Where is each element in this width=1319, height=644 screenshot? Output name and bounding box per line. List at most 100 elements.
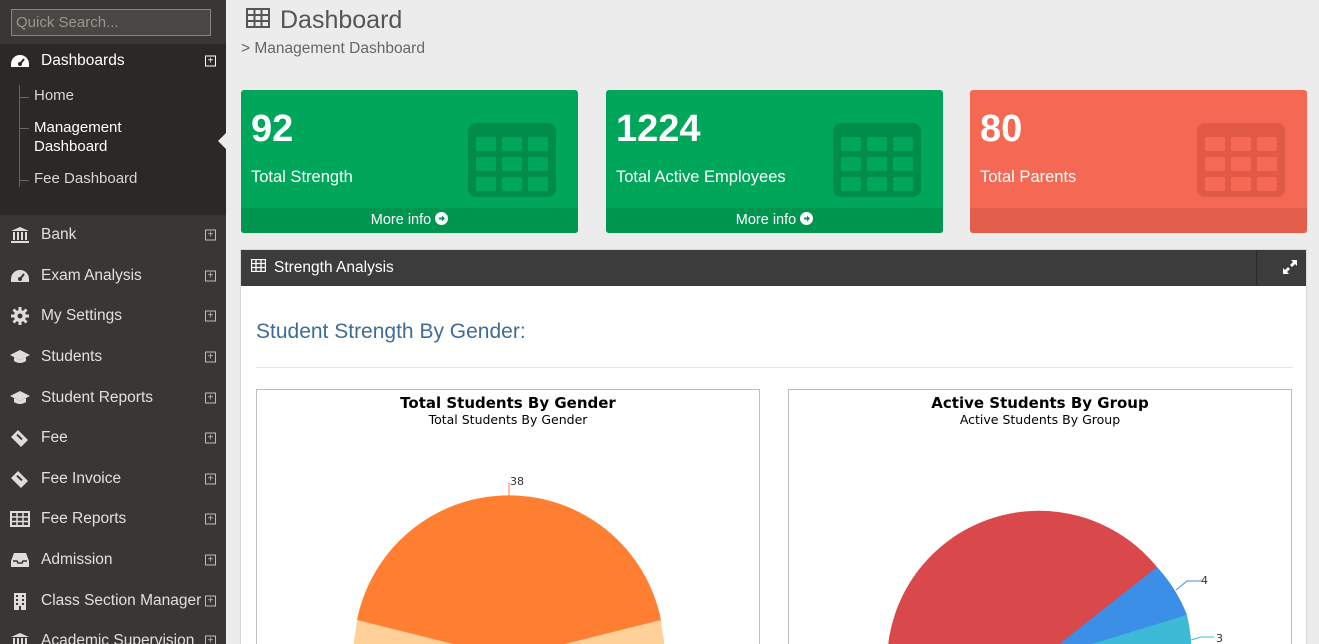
sidebar-item-admission[interactable]: Admission + [0, 540, 226, 581]
expand-icon[interactable]: + [205, 229, 216, 241]
stat-card-total-strength: 92 Total Strength More info [241, 90, 578, 233]
panel-header: Strength Analysis [241, 250, 1306, 286]
sidebar-item-label: Fee Reports [41, 510, 127, 528]
chart-total-students-by-gender: Total Students By Gender Total Students … [256, 389, 760, 644]
more-info-link[interactable]: More info [241, 208, 578, 233]
stat-value: 80 [980, 108, 1023, 150]
expand-icon[interactable]: + [205, 310, 216, 322]
pie-label-38: 38 [510, 475, 524, 488]
table-icon [833, 123, 921, 197]
sidebar-item-label: My Settings [41, 307, 122, 325]
table-icon [468, 123, 556, 197]
pie-label-3: 3 [1216, 632, 1223, 644]
sidebar-item-label: Fee [41, 429, 68, 447]
ticket-icon [9, 470, 31, 488]
strength-analysis-panel: Strength Analysis Student Strength By Ge… [240, 249, 1307, 644]
sidebar-item-student-reports[interactable]: Student Reports + [0, 377, 226, 418]
sidebar-item-label: Class Section Manager [41, 591, 202, 609]
sidebar-item-fee-reports[interactable]: Fee Reports + [0, 499, 226, 540]
expand-icon[interactable]: + [205, 55, 216, 66]
active-indicator [218, 133, 226, 149]
sidebar-item-my-settings[interactable]: My Settings + [0, 296, 226, 337]
more-info-link[interactable]: More info [606, 208, 943, 233]
pie-slice-lower [354, 620, 664, 644]
chart-subtitle: Total Students By Gender [428, 412, 588, 427]
sidebar-item-fee[interactable]: Fee + [0, 418, 226, 459]
sidebar-item-exam-analysis[interactable]: Exam Analysis + [0, 256, 226, 297]
main-content: Dashboard > Management Dashboard 92 Tota… [226, 0, 1319, 644]
bank-icon [9, 632, 31, 644]
sidebar-item-label: Student Reports [41, 388, 154, 406]
ticket-icon [9, 429, 31, 448]
table-icon [250, 258, 267, 277]
pie-slice-main [888, 510, 1157, 644]
arrow-circle-right-icon [435, 212, 449, 228]
expand-icon[interactable]: + [205, 554, 216, 566]
sidebar-item-label: Admission [41, 551, 113, 569]
page-header: Dashboard [246, 6, 402, 35]
breadcrumb: > Management Dashboard [241, 40, 425, 57]
sidebar-item-label: Dashboards [41, 51, 125, 69]
dashboard-icon [9, 267, 31, 285]
table-icon [1197, 123, 1285, 197]
sidebar-item-label: Bank [41, 226, 77, 244]
chart-subtitle: Active Students By Group [959, 412, 1121, 427]
stat-label: Total Strength [251, 168, 353, 186]
divider [256, 367, 1293, 368]
divider [1256, 250, 1257, 286]
gear-icon [9, 307, 31, 326]
expand-icon[interactable]: + [205, 270, 216, 282]
sidebar-item-students[interactable]: Students + [0, 337, 226, 378]
submenu-item-fee-dashboard[interactable]: Fee Dashboard [0, 170, 226, 187]
table-icon [246, 8, 270, 33]
sidebar-item-label: Academic Supervision [41, 632, 195, 644]
chart-title: Total Students By Gender [400, 394, 616, 412]
graduation-cap-icon [9, 389, 31, 407]
table-icon [9, 510, 31, 528]
graduation-cap-icon [9, 348, 31, 366]
sidebar-item-dashboards[interactable]: Dashboards + [0, 44, 226, 77]
expand-icon[interactable]: + [205, 473, 216, 485]
dashboard-icon [9, 52, 31, 70]
sidebar-item-label: Fee Invoice [41, 469, 122, 487]
submenu-item-management-dashboard[interactable]: Management Dashboard [0, 118, 122, 156]
pie-label-connector [1175, 580, 1202, 591]
section-title: Student Strength By Gender: [256, 320, 526, 343]
stat-value: 1224 [616, 108, 701, 150]
expand-icon[interactable]: + [205, 351, 216, 363]
quick-search-input[interactable] [11, 9, 211, 36]
expand-icon[interactable] [1282, 259, 1298, 280]
page-title: Dashboard [280, 6, 403, 34]
sidebar-item-bank[interactable]: Bank + [0, 215, 226, 256]
pie-slice-38 [357, 495, 661, 644]
expand-icon[interactable]: + [205, 432, 216, 444]
pie-chart-gender: 38 [354, 475, 664, 644]
sidebar-item-academic-supervision[interactable]: Academic Supervision + [0, 621, 226, 644]
expand-icon[interactable]: + [205, 635, 216, 644]
dashboards-submenu: Home Management Dashboard Fee Dashboard [0, 77, 226, 215]
stat-footer[interactable] [970, 208, 1307, 233]
tree-line [19, 85, 20, 187]
pie-chart-group: 4 3 [888, 510, 1223, 644]
stat-label: Total Parents [980, 168, 1077, 186]
arrow-circle-right-icon [800, 212, 814, 228]
stat-card-total-parents: 80 Total Parents [970, 90, 1307, 233]
more-info-label: More info [735, 212, 797, 228]
stat-label: Total Active Employees [616, 168, 786, 186]
sidebar-item-fee-invoice[interactable]: Fee Invoice + [0, 459, 226, 500]
inbox-icon [9, 551, 31, 569]
pie-slice-3 [1091, 615, 1192, 644]
search-wrap [0, 0, 226, 44]
sidebar-item-class-section-manager[interactable]: Class Section Manager + [0, 580, 226, 621]
sidebar-item-label: Exam Analysis [41, 266, 142, 284]
expand-icon[interactable]: + [205, 513, 216, 525]
chart-active-students-by-group: Active Students By Group Active Students… [788, 389, 1292, 644]
pie-label-4: 4 [1201, 574, 1208, 587]
expand-icon[interactable]: + [205, 595, 216, 607]
chart-title: Active Students By Group [931, 394, 1149, 412]
stat-value: 92 [251, 108, 294, 150]
sidebar-item-label: Students [41, 348, 103, 366]
bank-icon [9, 226, 31, 244]
submenu-item-home[interactable]: Home [0, 87, 226, 104]
expand-icon[interactable]: + [205, 392, 216, 404]
